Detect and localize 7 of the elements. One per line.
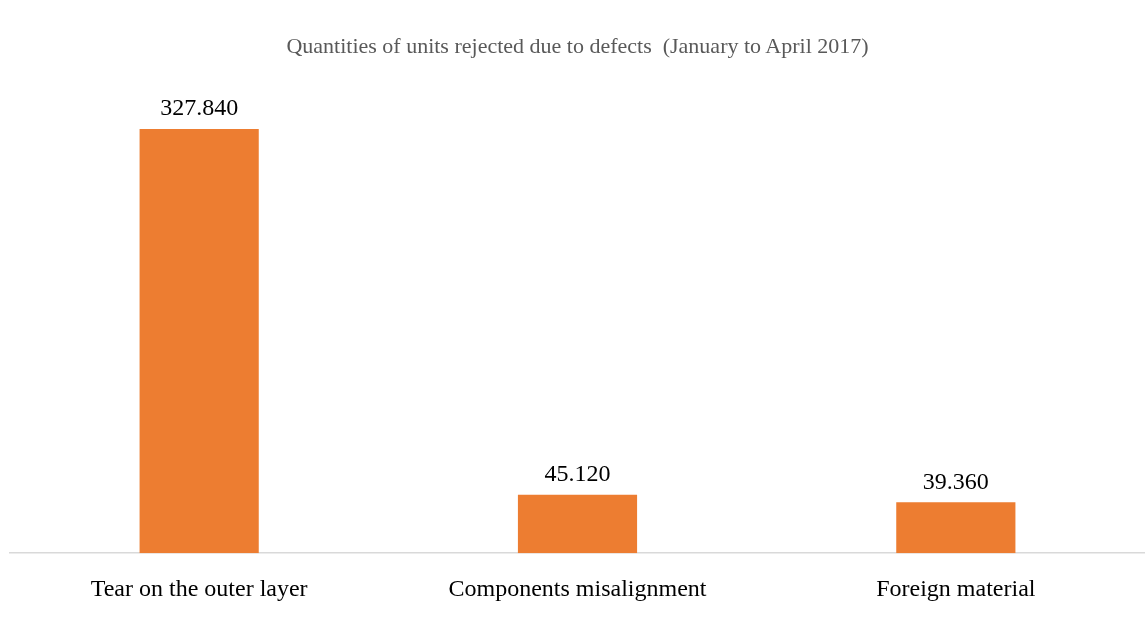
x-tick-label: Components misalignment xyxy=(448,574,707,601)
x-tick-label: Foreign material xyxy=(876,574,1036,601)
data-label: 39.360 xyxy=(922,467,989,494)
x-tick-label: Tear on the outer layer xyxy=(90,574,308,601)
data-label: 327.840 xyxy=(160,94,239,121)
chart-title: Quantities of units rejected due to defects (January to April 2017) xyxy=(286,32,869,58)
data-label: 45.120 xyxy=(544,460,611,487)
